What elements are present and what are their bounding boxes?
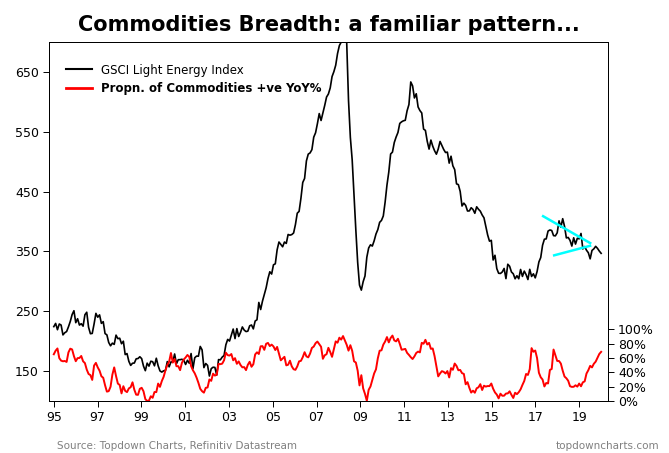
Legend: GSCI Light Energy Index, Propn. of Commodities +ve YoY%: GSCI Light Energy Index, Propn. of Commo… (61, 59, 326, 100)
Text: Source: Topdown Charts, Refinitiv Datastream: Source: Topdown Charts, Refinitiv Datast… (57, 441, 297, 451)
Text: topdowncharts.com: topdowncharts.com (555, 441, 659, 451)
Title: Commodities Breadth: a familiar pattern...: Commodities Breadth: a familiar pattern.… (78, 15, 579, 35)
